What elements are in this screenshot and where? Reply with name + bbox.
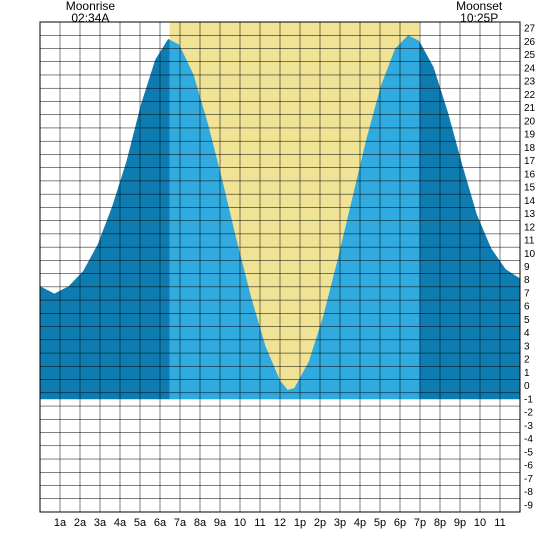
- y-tick-label: 14: [524, 196, 536, 207]
- y-tick-label: 2: [524, 355, 530, 366]
- x-tick-label: 3p: [334, 517, 346, 529]
- x-tick-label: 3a: [94, 517, 107, 529]
- y-tick-label: 27: [524, 24, 536, 35]
- x-tick-label: 6p: [394, 517, 406, 529]
- x-tick-label: 6a: [154, 517, 167, 529]
- y-tick-label: 15: [524, 183, 536, 194]
- y-tick-label: -3: [524, 421, 533, 432]
- y-tick-label: 3: [524, 341, 530, 352]
- y-tick-label: 26: [524, 37, 536, 48]
- y-tick-label: -8: [524, 487, 533, 498]
- y-tick-label: 0: [524, 381, 530, 392]
- y-tick-label: 20: [524, 116, 536, 127]
- x-tick-label: 1p: [294, 517, 306, 529]
- x-tick-label: 1a: [54, 517, 67, 529]
- y-tick-label: 9: [524, 262, 530, 273]
- y-tick-label: 4: [524, 328, 530, 339]
- y-tick-label: 1: [524, 368, 530, 379]
- y-tick-label: -6: [524, 461, 533, 472]
- x-tick-label: 4a: [114, 517, 127, 529]
- y-tick-label: 13: [524, 209, 536, 220]
- y-tick-label: 21: [524, 103, 536, 114]
- x-tick-label: 8p: [434, 517, 446, 529]
- y-tick-label: -7: [524, 474, 533, 485]
- y-tick-label: 25: [524, 50, 536, 61]
- y-tick-label: -5: [524, 447, 533, 458]
- x-tick-label: 4p: [354, 517, 366, 529]
- y-tick-label: 16: [524, 169, 536, 180]
- x-tick-label: 2a: [74, 517, 87, 529]
- moonrise-time: 02:34A: [71, 11, 109, 25]
- x-tick-label: 9a: [214, 517, 227, 529]
- y-tick-label: 23: [524, 77, 536, 88]
- y-tick-label: 24: [524, 63, 536, 74]
- y-tick-label: 12: [524, 222, 536, 233]
- y-tick-label: -1: [524, 394, 533, 405]
- x-tick-label: 12: [274, 517, 286, 529]
- y-tick-label: 7: [524, 288, 530, 299]
- x-tick-label: 8a: [194, 517, 207, 529]
- y-tick-label: -9: [524, 500, 533, 511]
- y-tick-label: 5: [524, 315, 530, 326]
- y-tick-label: 18: [524, 143, 536, 154]
- x-tick-label: 9p: [454, 517, 466, 529]
- y-tick-label: 10: [524, 249, 536, 260]
- x-tick-label: 11: [494, 517, 505, 529]
- y-tick-label: -2: [524, 408, 533, 419]
- y-tick-label: 19: [524, 130, 536, 141]
- x-tick-label: 7a: [174, 517, 187, 529]
- x-tick-label: 11: [254, 517, 265, 529]
- x-tick-label: 10: [474, 517, 486, 529]
- x-tick-label: 10: [234, 517, 246, 529]
- y-tick-label: 6: [524, 302, 530, 313]
- x-tick-label: 2p: [314, 517, 326, 529]
- y-tick-label: 11: [524, 236, 535, 247]
- moonset-time: 10:25P: [460, 11, 498, 25]
- y-tick-label: 17: [524, 156, 536, 167]
- y-tick-label: -4: [524, 434, 533, 445]
- x-tick-label: 7p: [414, 517, 426, 529]
- y-tick-label: 8: [524, 275, 530, 286]
- tide-chart: 2726252423222120191817161514131211109876…: [0, 0, 550, 550]
- y-tick-label: 22: [524, 90, 536, 101]
- x-tick-label: 5a: [134, 517, 147, 529]
- x-tick-label: 5p: [374, 517, 386, 529]
